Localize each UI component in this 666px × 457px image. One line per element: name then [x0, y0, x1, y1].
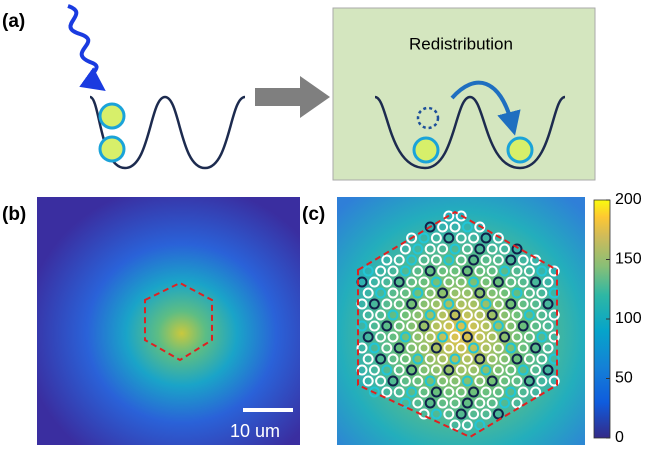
image	[37, 197, 300, 445]
tick-label: 150	[615, 251, 642, 268]
figure: (a) Redistribution (b) 10 um (c) 0 50 100 1…	[0, 0, 666, 457]
tick-label: 50	[615, 370, 633, 387]
tick-label: 200	[615, 191, 642, 208]
colorbar-axis: 0 50 100 150 200	[606, 191, 642, 446]
box-title: Redistribution	[409, 34, 513, 53]
atom	[100, 137, 124, 161]
scale-label: 10 um	[230, 421, 280, 441]
arrow	[255, 76, 330, 118]
panel-label: (c)	[302, 204, 325, 225]
atom	[508, 138, 532, 162]
tick-label: 100	[615, 310, 642, 327]
atom	[414, 138, 438, 162]
panel-label: (b)	[2, 204, 26, 225]
photon	[68, 6, 97, 84]
panel-label: (a)	[2, 11, 25, 32]
atom	[100, 104, 124, 128]
tick-label: 0	[615, 429, 624, 446]
